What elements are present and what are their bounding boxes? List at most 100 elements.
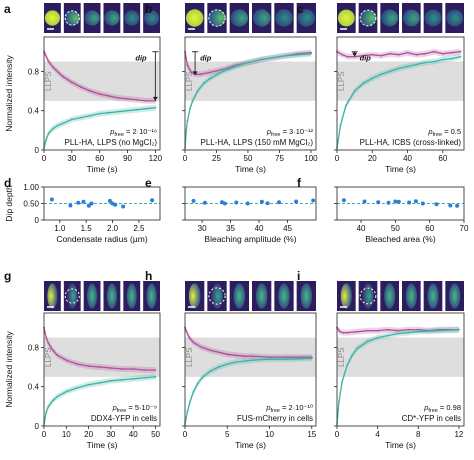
x-tick-label: 100 [304,154,318,163]
axes-frame [336,186,465,221]
series-point [389,52,391,55]
p-text: = 0.5 [442,127,461,136]
p-text: = 5·10⁻⁹ [126,403,157,412]
series-point [98,381,101,384]
series-point [397,329,399,332]
x-tick-label: 40 [129,430,138,439]
dip-arrowhead [192,71,198,76]
condensate-image [124,10,140,26]
series-point [344,104,347,107]
series-point [154,376,157,378]
series-line-magenta [43,327,156,371]
series-point [351,354,354,357]
cell-image [278,283,290,309]
series-point [47,60,50,63]
p-value: pfree = 0.98 [423,403,461,414]
series-point [87,383,90,386]
x-axis-label: Bleaching amplitude (%) [204,234,296,244]
series-point [346,55,349,58]
series-point [268,358,271,361]
series-point [52,66,55,69]
series-point [243,355,246,358]
series-point [135,99,138,101]
series-point [272,56,275,59]
x-tick-label: 120 [149,154,163,163]
y-tick-label: 0.8 [28,343,40,352]
series-point [397,332,399,335]
series-point [121,378,123,381]
series-point [154,100,157,102]
series-line-teal [43,376,156,425]
p-value: pfree = 5·10⁻⁹ [112,403,157,414]
dip-label: dip [360,54,372,63]
series-point [458,328,460,331]
x-tick-label: 50 [244,154,253,163]
x-tick-label: 1.5 [81,224,93,233]
series-point [45,411,48,414]
cell-image [340,283,352,309]
y-axis-label: Normalized intensity [4,330,14,407]
x-tick-label: 60 [95,154,104,163]
cell-image [255,283,268,309]
condensate-image [84,10,100,26]
scatter-point [413,199,418,204]
condensate-image [337,9,355,27]
scatter-point [259,199,264,204]
condition-label: PLL-HA, LLPS (no MgCl₂) [65,138,158,147]
series-point [117,97,120,99]
scatter-point [362,199,367,204]
series-point [362,82,365,85]
y-tick-label: 0.50 [23,200,39,209]
dashed-circle-icon [359,9,377,27]
scatter-point [89,201,94,206]
cell-image [233,283,246,309]
scatter-point [222,201,227,206]
series-error-band [44,373,156,427]
series-point [441,58,444,61]
scatter-point [86,203,91,208]
p-subscript: free [428,408,437,414]
series-point [209,370,212,372]
scatter-point [448,203,453,208]
x-axis-label: Time (s) [235,440,266,450]
p-subscript: free [270,408,279,414]
series-point [201,377,203,379]
dashed-circle-icon [359,287,377,305]
series-point [371,77,374,80]
y-tick-label: 0 [35,146,40,155]
condensate-image [104,10,120,26]
series-point [56,354,59,357]
series-point [342,331,344,334]
series-line-teal [43,107,156,149]
series-point [189,400,192,403]
p-text: = 3·10⁻¹² [280,127,313,136]
series-line-teal [336,56,461,149]
series-point [380,54,382,57]
x-tick-label: 1.0 [54,224,66,233]
series-point [356,330,359,333]
scatter-point [420,201,425,206]
y-tick-label: 1.00 [23,183,39,192]
series-point [302,356,305,359]
series-point [89,114,92,117]
p-symbol: p [265,403,270,412]
axes-frame [43,186,161,221]
x-tick-label: 40 [403,154,412,163]
llps-label: LLPS [337,347,346,367]
x-tick-label: 20 [368,154,377,163]
series-point [52,127,55,130]
series-point [186,64,189,67]
condensate-image [402,9,420,27]
series-point [221,68,224,71]
series-point [89,90,92,92]
x-tick-label: 30 [67,154,76,163]
x-tick-label: 45 [283,224,292,233]
y-tick-label: 0.4 [28,383,40,392]
series-point [339,330,341,333]
series-point [310,357,313,360]
series-error-band [44,48,156,104]
series-line-magenta [43,51,156,102]
